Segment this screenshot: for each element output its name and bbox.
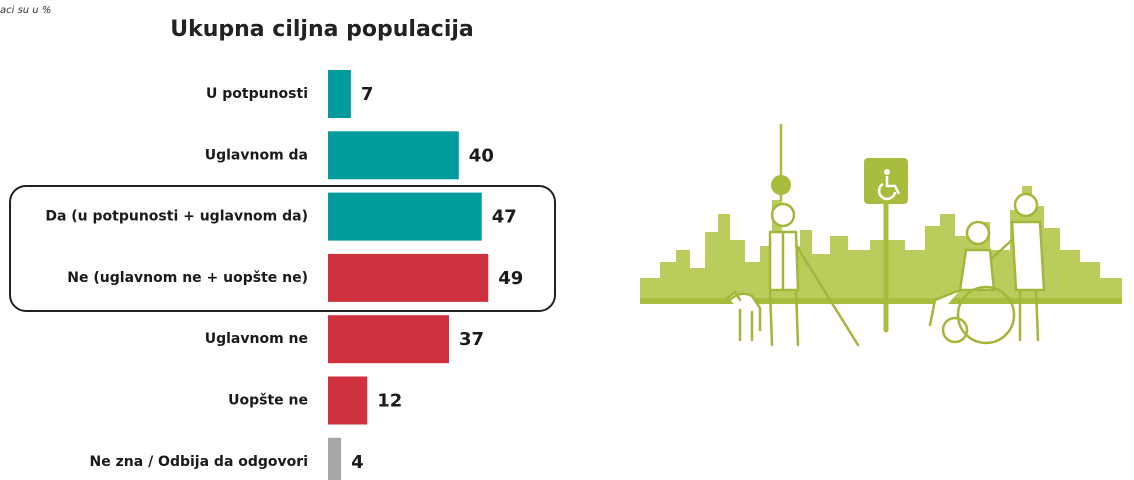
category-label: Uglavnom ne [205,331,308,347]
bar [328,253,489,302]
value-label: 37 [459,329,484,350]
bar [328,192,482,241]
category-label: Ne (uglavnom ne + uopšte ne) [67,270,308,286]
value-label: 49 [498,268,523,289]
chart-title: Ukupna ciljna populacija [170,17,474,42]
category-label: Da (u potpunosti + uglavnom da) [45,209,308,225]
value-label: 7 [361,84,374,105]
subtitle: aci su u % [0,5,51,16]
category-label: Uglavnom da [205,147,308,163]
value-label: 47 [492,207,517,228]
illustration [640,123,1122,347]
bar [328,131,459,180]
value-label: 40 [469,145,494,166]
category-label: Ne zna / Odbija da odgovori [90,454,308,470]
category-label: Uopšte ne [228,393,308,409]
bar [328,70,351,118]
bar [328,376,368,425]
category-label: U potpunosti [206,86,308,102]
value-label: 4 [351,452,364,473]
highlight-box [9,185,556,312]
bar [328,315,449,364]
bar [328,437,342,480]
value-label: 12 [377,391,402,412]
